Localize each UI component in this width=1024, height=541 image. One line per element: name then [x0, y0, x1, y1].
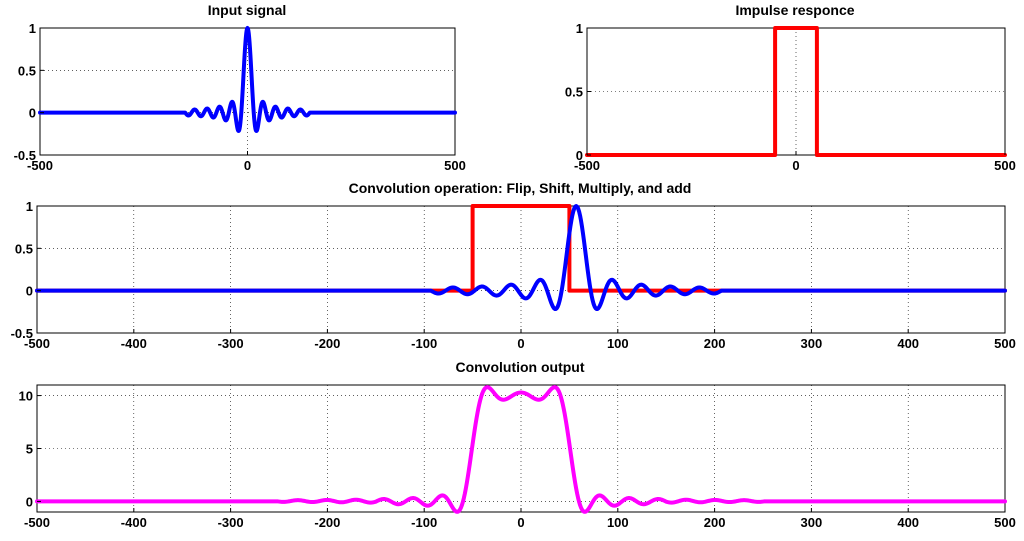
convolution-operation-ytick-label-1: 0 [26, 284, 33, 299]
convolution-output-ytick-label-1: 5 [26, 442, 33, 457]
impulse-response-xtick-label-1: 0 [792, 158, 799, 173]
convolution-operation-xtick-label-10: 500 [994, 336, 1016, 351]
convolution-output-series-output [35, 385, 1007, 514]
input-signal-axes [39, 27, 456, 156]
input-signal-ytick-label-1: 0 [29, 106, 36, 121]
input-signal-ytick-label-3: 1 [29, 21, 36, 36]
input-signal-panel: Input signal -500 0 500 -0.5 0 0.5 1 [14, 2, 466, 173]
input-signal-ytick-label-2: 0.5 [18, 63, 36, 78]
convolution-operation-xtick-label-2: -300 [218, 336, 244, 351]
convolution-output-xtick-label-7: 200 [704, 515, 726, 530]
convolution-operation-xtick-label-4: -100 [411, 336, 437, 351]
convolution-operation-series-input [35, 204, 1007, 311]
impulse-response-xtick-label-2: 500 [994, 158, 1016, 173]
impulse-response-series-impulse [585, 26, 1007, 157]
convolution-output-xtick-label-1: -400 [121, 515, 147, 530]
impulse-response-ytick-label-2: 1 [576, 21, 583, 36]
convolution-output-xtick-label-9: 400 [897, 515, 919, 530]
convolution-output-xtick-label-5: 0 [517, 515, 524, 530]
impulse-response-title: Impulse responce [735, 2, 854, 18]
convolution-output-xtick-label-4: -100 [411, 515, 437, 530]
convolution-output-panel: Convolution output -500 -400 -300 -200 -100 0… [19, 359, 1016, 530]
input-signal-ytick-label-0: -0.5 [14, 148, 36, 163]
convolution-operation-panel: Convolution operation: Flip, Shift, Mult… [11, 180, 1016, 351]
convolution-operation-xtick-label-3: -200 [314, 336, 340, 351]
convolution-output-xtick-label-3: -200 [314, 515, 340, 530]
convolution-operation-ytick-label-0: -0.5 [11, 326, 33, 341]
convolution-output-xtick-label-10: 500 [994, 515, 1016, 530]
convolution-output-ytick-label-2: 10 [19, 389, 33, 404]
impulse-response-xtick-label-0: -500 [574, 158, 600, 173]
convolution-operation-xtick-label-7: 200 [704, 336, 726, 351]
convolution-output-ytick-label-0: 0 [26, 494, 33, 509]
convolution-operation-xtick-label-9: 400 [897, 336, 919, 351]
convolution-output-xtick-label-8: 300 [801, 515, 823, 530]
input-signal-xtick-label-1: 0 [244, 158, 251, 173]
convolution-operation-ytick-label-2: 0.5 [15, 241, 33, 256]
impulse-response-ytick-label-0: 0 [576, 148, 583, 163]
impulse-response-ytick-label-1: 0.5 [565, 85, 583, 100]
convolution-output-xtick-label-2: -300 [218, 515, 244, 530]
convolution-operation-xtick-label-5: 0 [517, 336, 524, 351]
input-signal-xtick-label-2: 500 [444, 158, 466, 173]
convolution-operation-xtick-label-1: -400 [121, 336, 147, 351]
convolution-output-title: Convolution output [455, 359, 584, 375]
convolution-operation-xtick-label-8: 300 [801, 336, 823, 351]
impulse-response-panel: Impulse responce -500 0 500 00.51 [565, 2, 1016, 173]
convolution-output-xtick-label-6: 100 [607, 515, 629, 530]
convolution-operation-axes [36, 205, 1006, 334]
convolution-operation-ytick-label-3: 1 [26, 199, 33, 214]
input-signal-title: Input signal [208, 2, 287, 18]
input-signal-series-input [38, 26, 457, 133]
convolution-operation-title: Convolution operation: Flip, Shift, Mult… [349, 180, 692, 196]
convolution-operation-xtick-label-0: -500 [24, 336, 50, 351]
input-signal-xtick-label-0: -500 [27, 158, 53, 173]
convolution-output-xtick-label-0: -500 [24, 515, 50, 530]
convolution-operation-xtick-label-6: 100 [607, 336, 629, 351]
